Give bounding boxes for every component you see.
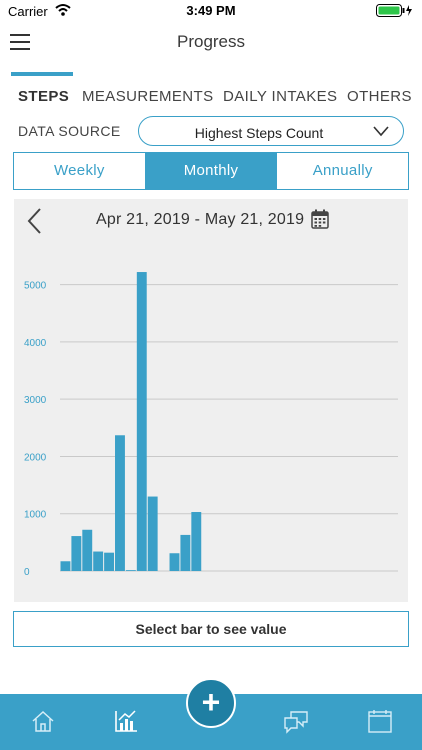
active-tab-indicator — [11, 72, 73, 76]
chart-bar[interactable] — [125, 570, 136, 571]
chart-bar[interactable] — [136, 272, 147, 571]
period-weekly[interactable]: Weekly — [53, 162, 105, 179]
chart-bar[interactable] — [147, 496, 158, 571]
tab-others[interactable]: OTHERS — [347, 88, 412, 105]
add-button[interactable]: + — [186, 678, 236, 728]
chart-bar[interactable] — [169, 553, 180, 571]
y-tick-label: 2000 — [24, 452, 47, 463]
chat-icon[interactable] — [283, 708, 309, 734]
steps-bar-chart: 0 1000 2000 3000 4000 5000 — [24, 272, 398, 578]
battery-icon — [376, 4, 412, 17]
chart-bar[interactable] — [71, 536, 82, 571]
y-tick-label: 1000 — [24, 510, 47, 521]
chart-bar[interactable] — [82, 529, 93, 571]
chart-bar[interactable] — [104, 552, 115, 571]
chevron-down-icon — [373, 126, 389, 137]
plus-icon: + — [201, 684, 221, 720]
page-title: Progress — [176, 32, 246, 51]
chart-bar[interactable] — [180, 534, 191, 571]
calendar-icon[interactable] — [311, 209, 329, 229]
chart-panel: Apr 21, 2019 - May 21, 2019 0 1000 2000 300… — [14, 199, 408, 602]
chart-icon[interactable] — [113, 708, 139, 734]
chevron-left-icon[interactable] — [26, 207, 42, 235]
nav-bar: Progress — [0, 22, 422, 62]
tab-steps[interactable]: STEPS — [18, 88, 70, 105]
data-source-value: Highest Steps Count — [194, 125, 324, 141]
carrier-label: Carrier — [8, 4, 48, 19]
tab-daily-intakes[interactable]: DAILY INTAKES — [223, 88, 338, 105]
status-bar: Carrier 3:49 PM — [0, 0, 422, 22]
clock: 3:49 PM — [186, 3, 236, 18]
calendar-tab-icon[interactable] — [367, 708, 393, 734]
category-tabs: STEPS MEASUREMENTS DAILY INTAKES OTHERS — [0, 72, 422, 112]
data-source-label: DATA SOURCE — [18, 123, 121, 139]
chart-bar[interactable] — [191, 512, 202, 571]
y-tick-label: 0 — [24, 567, 30, 578]
chart-bar[interactable] — [60, 561, 71, 571]
date-range: Apr 21, 2019 - May 21, 2019 — [96, 211, 305, 228]
y-tick-label: 4000 — [24, 338, 47, 349]
home-icon[interactable] — [30, 708, 56, 734]
tab-measurements[interactable]: MEASUREMENTS — [82, 88, 214, 105]
period-annually[interactable]: Annually — [276, 153, 408, 189]
period-monthly[interactable]: Monthly — [144, 153, 277, 189]
data-source-dropdown[interactable]: Highest Steps Count — [138, 116, 404, 146]
hamburger-menu-icon[interactable] — [10, 34, 30, 50]
y-tick-label: 3000 — [24, 395, 47, 406]
chart-bar[interactable] — [115, 435, 125, 571]
y-tick-label: 5000 — [24, 281, 47, 292]
chart-bar[interactable] — [93, 551, 104, 571]
period-selector: Weekly Monthly Annually — [13, 152, 409, 190]
wifi-icon — [55, 4, 71, 16]
select-bar-hint[interactable]: Select bar to see value — [13, 611, 409, 647]
